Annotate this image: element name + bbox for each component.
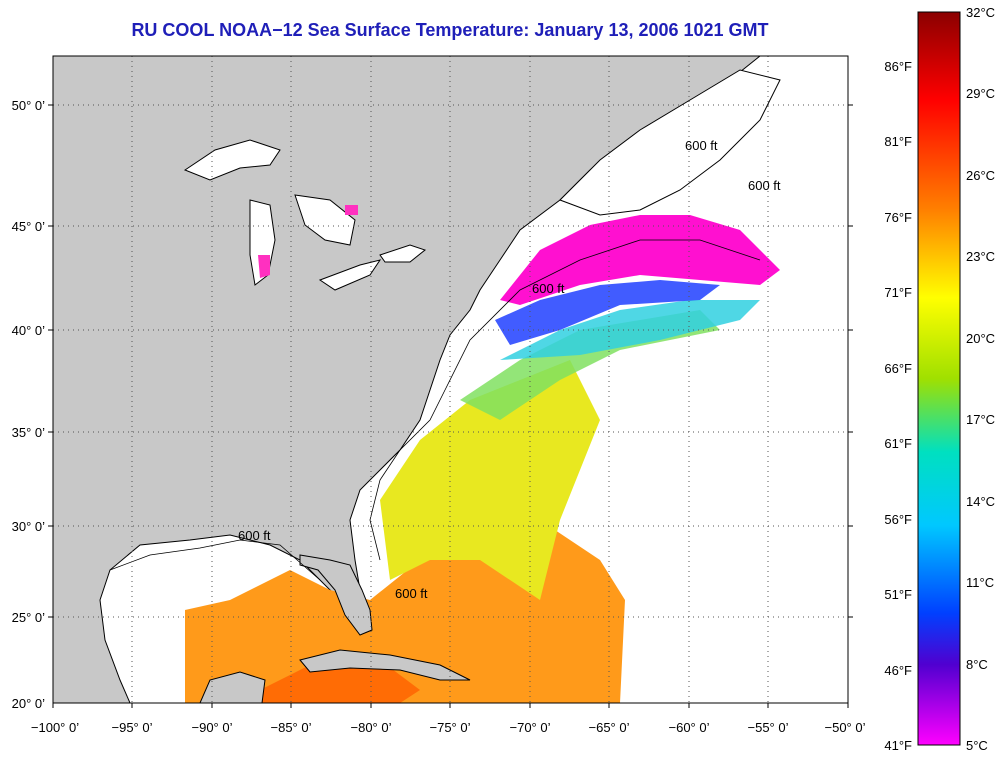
celsius-label: 8°C: [966, 657, 988, 672]
longitude-axis: −100° 0’ −95° 0’ −90° 0’ −85° 0’ −80° 0’…: [31, 703, 866, 735]
yucatan-land: [199, 671, 266, 703]
celsius-label: 23°C: [966, 249, 995, 264]
cuba-land: [299, 649, 471, 681]
celsius-label: 32°C: [966, 5, 995, 20]
sst-red-region: [260, 660, 420, 703]
celsius-label: 11°C: [966, 575, 994, 590]
isobath-label: 600 ft: [532, 281, 565, 296]
celsius-label: 26°C: [966, 168, 995, 183]
gulf-st-lawrence: [559, 69, 781, 216]
lon-label: −60° 0’: [669, 720, 710, 735]
celsius-label: 20°C: [966, 331, 995, 346]
fahrenheit-label: 71°F: [884, 285, 912, 300]
fahrenheit-label: 66°F: [884, 361, 912, 376]
lake-huron: [294, 194, 356, 246]
colorbar: 32°C 29°C 26°C 23°C 20°C 17°C 14°C 11°C …: [884, 5, 995, 753]
isobath-label: 600 ft: [238, 528, 271, 543]
fahrenheit-label: 46°F: [884, 663, 912, 678]
fahrenheit-label: 51°F: [884, 587, 912, 602]
lon-label: −85° 0’: [271, 720, 312, 735]
lat-label: 40° 0’: [12, 323, 46, 338]
fahrenheit-label: 61°F: [884, 436, 912, 451]
fahrenheit-label: 86°F: [884, 59, 912, 74]
isobath-label: 600 ft: [395, 586, 428, 601]
map-title: RU COOL NOAA−12 Sea Surface Temperature:…: [131, 20, 769, 40]
sst-blue-region: [495, 280, 720, 345]
sst-lake-patch-huron: [345, 205, 358, 215]
fahrenheit-label: 56°F: [884, 512, 912, 527]
lon-label: −80° 0’: [351, 720, 392, 735]
lake-superior: [183, 139, 281, 181]
lat-label: 35° 0’: [12, 425, 46, 440]
sst-magenta-region: [500, 215, 780, 305]
sst-yellow-region: [380, 360, 600, 600]
fahrenheit-label: 76°F: [884, 210, 912, 225]
lon-label: −100° 0’: [31, 720, 79, 735]
celsius-label: 5°C: [966, 738, 988, 753]
sst-lake-patch-michigan: [258, 255, 270, 278]
colorbar-gradient: [917, 11, 961, 746]
celsius-label: 29°C: [966, 86, 995, 101]
lon-label: −70° 0’: [510, 720, 551, 735]
lon-label: −95° 0’: [112, 720, 153, 735]
fahrenheit-label: 81°F: [884, 134, 912, 149]
latitude-axis: 50° 0’ 45° 0’ 40° 0’ 35° 0’ 30° 0’ 25° 0…: [12, 98, 853, 711]
celsius-label: 17°C: [966, 412, 995, 427]
lon-label: −50° 0’: [825, 720, 866, 735]
lon-label: −75° 0’: [430, 720, 471, 735]
lat-label: 25° 0’: [12, 610, 46, 625]
florida-land: [299, 554, 373, 636]
lat-label: 45° 0’: [12, 219, 46, 234]
lake-ontario: [379, 244, 427, 263]
isobath-label: 600 ft: [748, 178, 781, 193]
lat-label: 20° 0’: [12, 696, 46, 711]
isobath-600ft: [109, 239, 761, 581]
fahrenheit-label: 41°F: [884, 738, 912, 753]
lon-label: −90° 0’: [192, 720, 233, 735]
lon-label: −65° 0’: [589, 720, 630, 735]
lake-erie: [318, 259, 382, 291]
lat-label: 30° 0’: [12, 519, 46, 534]
isobath-label: 600 ft: [685, 138, 718, 153]
celsius-label: 14°C: [966, 494, 995, 509]
lat-label: 50° 0’: [12, 98, 46, 113]
sst-cyan-region: [500, 300, 760, 360]
lon-label: −55° 0’: [748, 720, 789, 735]
